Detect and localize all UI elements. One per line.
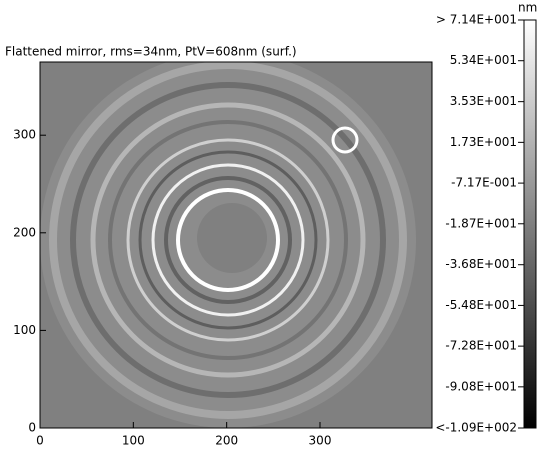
colorbar-tick-label: -3.68E+001 xyxy=(445,257,517,271)
colorbar xyxy=(523,19,537,429)
colorbar-tick-label: -9.08E+001 xyxy=(445,379,517,393)
colorbar-tick-label: <-1.09E+002 xyxy=(435,421,517,435)
x-tick-label: 200 xyxy=(215,434,238,448)
colorbar-tick-label: -7.17E-001 xyxy=(451,176,517,190)
y-tick-label: 300 xyxy=(13,128,36,142)
colorbar-tick-label: -7.28E+001 xyxy=(445,339,517,353)
colorbar-tick-label: 5.34E+001 xyxy=(450,53,517,67)
x-tick-label: 300 xyxy=(309,434,332,448)
plot-frame xyxy=(39,61,433,429)
chart-title: Flattened mirror, rms=34nm, PtV=608nm (s… xyxy=(5,45,297,59)
x-tick-label: 100 xyxy=(122,434,145,448)
colorbar-tick-label: -5.48E+001 xyxy=(445,298,517,312)
colorbar-tick-label: 3.53E+001 xyxy=(450,94,517,108)
colorbar-unit: nm xyxy=(518,1,537,15)
x-tick-label: 0 xyxy=(36,434,44,448)
colorbar-tick-label: > 7.14E+001 xyxy=(436,13,517,27)
y-tick-label: 0 xyxy=(28,421,36,435)
y-tick-label: 200 xyxy=(13,225,36,239)
y-tick-label: 100 xyxy=(13,323,36,337)
colorbar-tick-label: 1.73E+001 xyxy=(450,135,517,149)
colorbar-tick-label: -1.87E+001 xyxy=(445,216,517,230)
surface-map xyxy=(40,62,432,428)
